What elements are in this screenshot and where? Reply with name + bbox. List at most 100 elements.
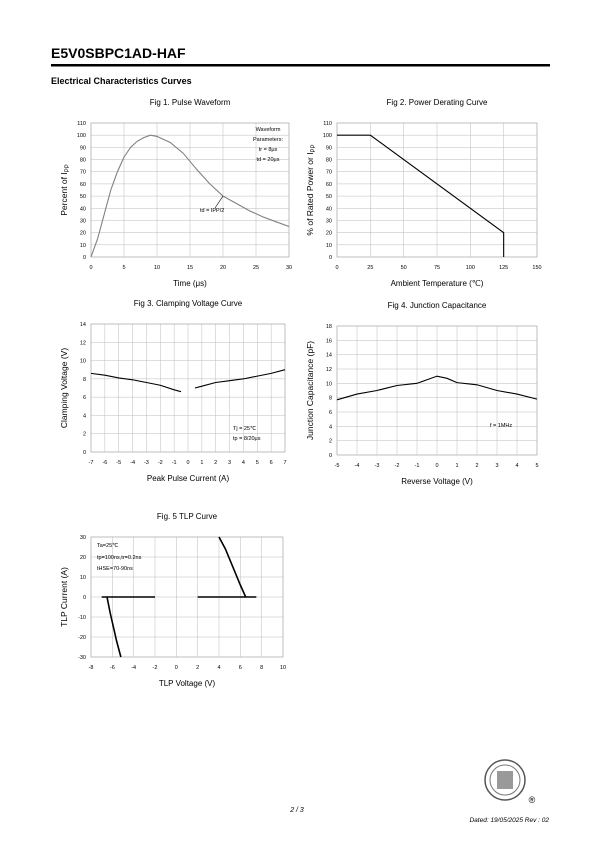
x-tick-label: 15: [187, 265, 193, 271]
y-tick-label: 50: [326, 194, 332, 200]
annotation: tr = 8μs: [259, 147, 278, 153]
x-tick-label: 5: [535, 463, 538, 469]
x-axis-label: TLP Voltage (V): [159, 679, 216, 688]
y-tick-label: 6: [329, 410, 332, 416]
y-tick-label: 40: [80, 206, 86, 212]
y-axis-label: % of Rated Power or IPP: [305, 144, 317, 235]
y-axis-label-text: Percent of I: [59, 172, 69, 215]
y-axis-label-text: % of Rated Power or I: [305, 152, 315, 235]
x-tick-label: 125: [499, 265, 508, 271]
chart-title: Fig 2. Power Derating Curve: [387, 98, 488, 107]
y-tick-label: 16: [326, 338, 332, 344]
x-tick-label: -6: [102, 460, 107, 466]
x-tick-label: -3: [144, 460, 149, 466]
y-tick-label: 70: [80, 170, 86, 176]
x-tick-label: 150: [532, 265, 541, 271]
y-tick-label: 110: [77, 121, 86, 127]
y-tick-label: 0: [83, 255, 86, 261]
y-tick-label: 20: [80, 231, 86, 237]
y-tick-label: 60: [80, 182, 86, 188]
annotation: Tj = 25℃: [233, 426, 257, 432]
y-tick-label: -30: [78, 655, 86, 661]
y-tick-label: 110: [323, 121, 332, 127]
x-tick-label: 2: [475, 463, 478, 469]
registered-mark: ®: [529, 795, 536, 805]
annotation: Parameters:: [253, 137, 283, 143]
data-line: [337, 134, 505, 257]
x-tick-label: 10: [280, 665, 286, 671]
y-tick-label: 14: [80, 322, 86, 328]
x-tick-label: 0: [435, 463, 438, 469]
x-tick-label: -4: [130, 460, 135, 466]
y-tick-label: 0: [329, 453, 332, 459]
x-tick-label: -8: [89, 665, 94, 671]
y-tick-label: -20: [78, 635, 86, 641]
y-axis-label-sub: PP: [311, 144, 317, 152]
annotation-arrow: [214, 195, 224, 209]
x-axis-label: Ambient Temperature (℃): [391, 279, 484, 288]
annotation: Waveform: [256, 127, 281, 133]
x-tick-label: 4: [515, 463, 518, 469]
y-tick-label: 6: [83, 395, 86, 401]
x-tick-label: 2: [196, 665, 199, 671]
annotation: td = 20μs: [257, 157, 280, 163]
chart-title: Fig. 5 TLP Curve: [157, 512, 218, 521]
x-tick-label: -6: [110, 665, 115, 671]
annotation: tp=100ns,tr=0.2ns: [97, 555, 142, 561]
data-line: [218, 536, 247, 598]
y-tick-label: 8: [329, 396, 332, 402]
x-tick-label: 30: [286, 265, 292, 271]
y-tick-label: 18: [326, 324, 332, 330]
x-tick-label: -1: [172, 460, 177, 466]
x-tick-label: 4: [242, 460, 245, 466]
x-axis-label: Peak Pulse Current (A): [147, 474, 230, 483]
y-tick-label: 10: [326, 243, 332, 249]
annotation: td = IPP/2: [200, 208, 224, 214]
y-tick-label: 100: [323, 133, 332, 139]
y-tick-label: 12: [80, 340, 86, 346]
x-tick-label: -1: [415, 463, 420, 469]
y-tick-label: 10: [326, 381, 332, 387]
y-tick-label: 8: [83, 377, 86, 383]
data-line: [336, 375, 538, 401]
x-tick-label: 25: [253, 265, 259, 271]
x-tick-label: 3: [495, 463, 498, 469]
y-tick-label: 2: [83, 432, 86, 438]
annotation: tHSE=70-90ns: [97, 566, 133, 572]
y-axis-label: Junction Capacitance (pF): [305, 341, 315, 440]
x-tick-label: 100: [466, 265, 475, 271]
x-tick-label: 6: [239, 665, 242, 671]
y-tick-label: 90: [80, 145, 86, 151]
x-axis-label: Reverse Voltage (V): [401, 477, 473, 486]
y-tick-label: 60: [326, 182, 332, 188]
page-number: 2 / 3: [289, 807, 304, 814]
y-tick-label: 30: [80, 535, 86, 541]
y-tick-label: 10: [80, 243, 86, 249]
y-tick-label: 14: [326, 353, 332, 359]
chart-title: Fig 3. Clamping Voltage Curve: [134, 299, 243, 308]
x-tick-label: 6: [270, 460, 273, 466]
y-tick-label: 80: [80, 158, 86, 164]
y-tick-label: 90: [326, 145, 332, 151]
y-tick-label: 30: [80, 218, 86, 224]
y-tick-label: 4: [83, 413, 86, 419]
x-tick-label: -4: [355, 463, 360, 469]
y-axis-label-text: Clamping Voltage (V): [59, 348, 69, 428]
x-tick-label: 50: [401, 265, 407, 271]
x-tick-label: 0: [89, 265, 92, 271]
annotation: f = 1MHz: [490, 423, 512, 429]
x-tick-label: 5: [122, 265, 125, 271]
y-axis-label-sub: PP: [65, 164, 71, 172]
x-tick-label: -7: [89, 460, 94, 466]
x-tick-label: 4: [217, 665, 220, 671]
logo: [484, 759, 526, 801]
y-tick-label: 0: [329, 255, 332, 261]
y-tick-label: 4: [329, 424, 332, 430]
y-tick-label: -10: [78, 615, 86, 621]
x-tick-label: 25: [367, 265, 373, 271]
chart-title: Fig 1. Pulse Waveform: [150, 98, 231, 107]
y-tick-label: 70: [326, 170, 332, 176]
date: Dated: 19/05/2025 Rev : 02: [469, 817, 549, 824]
y-axis-label: TLP Current (A): [59, 567, 69, 627]
